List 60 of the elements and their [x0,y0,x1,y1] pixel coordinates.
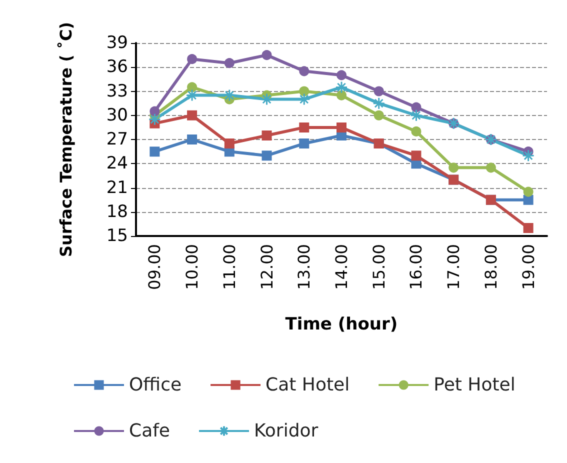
x-tick-label: 12.00 [257,244,276,290]
x-tick-label: 10.00 [182,244,202,290]
point [336,70,346,80]
x-tick-label: 15.00 [369,244,388,290]
y-tick-label: 24 [106,154,128,174]
x-tick-label: 18.00 [481,244,500,290]
y-tick-label: 33 [106,81,128,102]
point [262,50,272,60]
y-tick-label: 15 [106,226,128,246]
y-tick-label: 27 [106,130,128,150]
y-tick-label: 30 [106,105,128,126]
point [522,149,535,162]
point [224,138,234,149]
legend-label: Office [129,374,182,396]
x-tick-label: 09.00 [145,244,164,290]
point [523,222,534,233]
point [335,80,348,94]
x-tick-label: 13.00 [294,244,314,290]
point [224,58,234,68]
y-tick-label: 21 [106,178,128,198]
point [410,109,422,122]
y-axis-title: Surface Temperature ( ˚C) [56,22,76,258]
y-tick-label: 39 [106,33,128,53]
point [374,86,384,96]
point [336,122,346,132]
point [187,110,198,120]
point [299,138,310,149]
point [374,110,384,120]
legend-label: Koridor [254,420,319,442]
x-tick-label: 19.00 [518,244,538,290]
point [299,122,310,132]
point [148,113,161,126]
x-tick-label: 11.00 [220,244,239,290]
point [523,186,534,197]
point [187,134,198,144]
point [523,194,534,205]
point [336,90,346,100]
legend-label: Cat Hotel [266,374,350,396]
point [262,130,272,140]
x-tick-label: 17.00 [444,244,464,290]
x-tick-label: 16.00 [406,244,426,290]
point [411,126,422,136]
y-tick-label: 18 [106,202,128,222]
point [411,102,422,112]
point [150,146,160,157]
y-tick-label: 36 [106,57,128,78]
point [372,97,386,110]
point [187,54,198,64]
legend-label: Cafe [129,420,170,442]
x-axis-title: Time (hour) [285,314,398,334]
point [187,82,198,92]
point [299,86,310,96]
point [411,150,422,161]
point [448,162,459,173]
point [299,66,310,76]
point [150,106,160,116]
point [262,150,272,161]
legend-label: Pet Hotel [434,374,516,396]
point [486,162,496,173]
x-tick-label: 14.00 [332,244,351,290]
